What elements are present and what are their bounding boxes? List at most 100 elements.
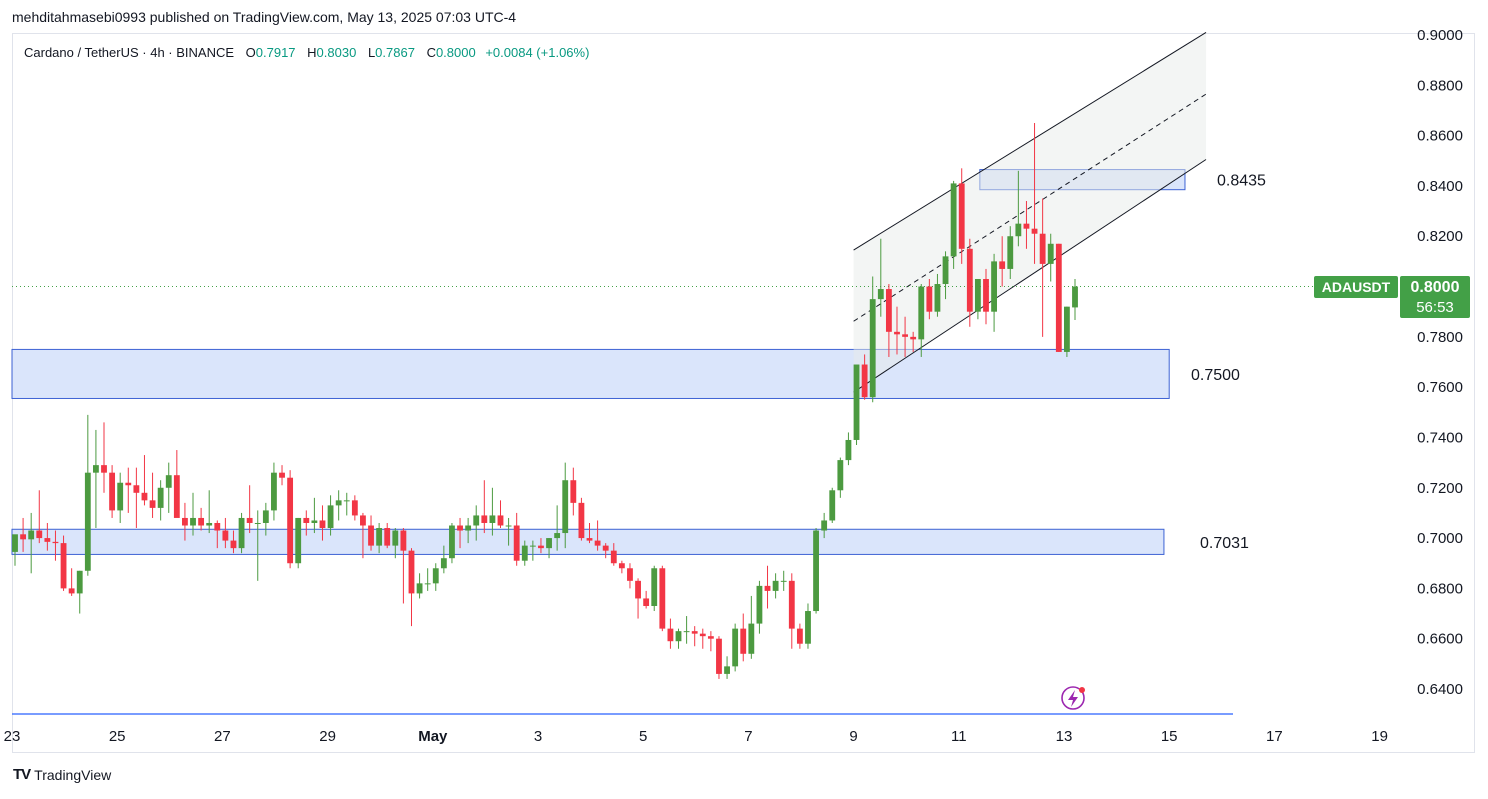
candle <box>643 590 650 609</box>
symbol-name[interactable]: Cardano / TetherUS · 4h · BINANCE <box>24 45 235 60</box>
candle <box>958 168 965 264</box>
flash-icon[interactable] <box>1061 686 1085 710</box>
candle-body <box>788 580 795 629</box>
candle-body <box>303 517 310 523</box>
candle-body <box>578 502 585 539</box>
candle <box>101 422 107 493</box>
candle-body <box>117 482 124 511</box>
candle-body <box>853 364 860 440</box>
candle <box>570 467 577 516</box>
price-tick-label: 0.7400 <box>1417 429 1463 446</box>
candle-body <box>473 515 480 526</box>
candle <box>319 505 326 541</box>
candle-body <box>521 545 528 561</box>
candle <box>1007 226 1014 279</box>
candle <box>934 273 941 317</box>
candle-body <box>287 477 294 564</box>
candle-body <box>376 528 383 546</box>
candle <box>562 462 569 549</box>
author-name[interactable]: mehditahmasebi0993 <box>12 9 146 25</box>
candle <box>93 429 99 529</box>
price-tick-label: 0.8800 <box>1417 77 1463 94</box>
tradingview-logo-icon: TV <box>13 766 31 783</box>
price-tick-label: 0.6400 <box>1417 681 1463 698</box>
price-badge <box>1400 276 1470 318</box>
channel-upper-line[interactable] <box>853 32 1207 251</box>
candle-body <box>756 585 763 624</box>
candle-body <box>206 522 213 526</box>
candle-body <box>627 568 633 581</box>
candle-body <box>271 472 277 511</box>
candle <box>635 578 641 619</box>
candle <box>157 480 164 521</box>
candle-body <box>505 525 512 527</box>
candle <box>707 631 714 652</box>
close-value: 0.8000 <box>435 45 476 60</box>
candle-layer <box>12 123 1078 679</box>
time-tick-label: 25 <box>109 728 126 745</box>
candle-body <box>416 583 423 594</box>
candle <box>149 472 156 518</box>
footer-brand[interactable]: TV TradingView <box>13 766 111 783</box>
candle-body <box>60 543 67 589</box>
ohlc-legend: Cardano / TetherUS · 4h · BINANCE O0.791… <box>24 45 589 60</box>
candle <box>578 497 585 541</box>
candle-body <box>885 289 892 332</box>
candle <box>12 534 18 566</box>
candle <box>618 560 625 574</box>
change-value: +0.0084 (+1.06%) <box>485 45 590 60</box>
candle-body <box>570 480 577 503</box>
channel-mid-line[interactable] <box>853 93 1207 322</box>
candle <box>732 623 739 672</box>
candle <box>262 502 269 536</box>
candle <box>497 500 504 529</box>
open-value: 0.7917 <box>255 45 296 60</box>
candle-body <box>198 517 205 526</box>
candle <box>974 278 981 320</box>
candle <box>691 626 698 647</box>
candle-body <box>845 439 852 461</box>
time-tick-label: 17 <box>1266 728 1283 745</box>
candle-body <box>392 530 399 546</box>
candle-body <box>1047 243 1054 264</box>
candle <box>84 414 91 576</box>
candle-body <box>683 631 690 633</box>
time-tick-label: May <box>418 728 448 745</box>
candle <box>432 563 439 591</box>
candle-body <box>28 530 35 540</box>
candle-body <box>465 525 472 531</box>
candle <box>659 565 666 632</box>
candle-body <box>311 520 318 523</box>
candle <box>966 238 973 327</box>
candle-body <box>991 261 997 312</box>
candle <box>1031 123 1038 264</box>
candle-body <box>497 515 504 526</box>
channel-lower-line[interactable] <box>853 159 1207 393</box>
candle <box>902 316 908 357</box>
candle-body <box>966 248 973 312</box>
candle-body <box>950 183 957 257</box>
zone-label-0.7031: 0.7031 <box>1200 535 1249 552</box>
candle <box>117 472 124 523</box>
candle <box>165 462 172 513</box>
zone-0.7500[interactable] <box>11 348 1170 399</box>
candle-body <box>424 583 431 585</box>
time-tick-label: 7 <box>744 728 752 745</box>
candle-body <box>780 580 787 582</box>
candle-body <box>246 517 253 523</box>
candle <box>861 354 868 400</box>
candle <box>983 268 989 325</box>
zone-0.7031[interactable] <box>11 528 1165 555</box>
candle-body <box>52 541 59 544</box>
candle-body <box>594 540 601 546</box>
price-tick-label: 0.8400 <box>1417 178 1463 195</box>
candle-body <box>529 545 536 547</box>
candle-body <box>651 568 658 606</box>
candle <box>813 528 819 614</box>
candle <box>287 470 294 569</box>
time-tick-label: 15 <box>1161 728 1178 745</box>
candle-body <box>125 482 132 486</box>
candle-body <box>230 540 237 549</box>
candle-body <box>618 563 625 569</box>
